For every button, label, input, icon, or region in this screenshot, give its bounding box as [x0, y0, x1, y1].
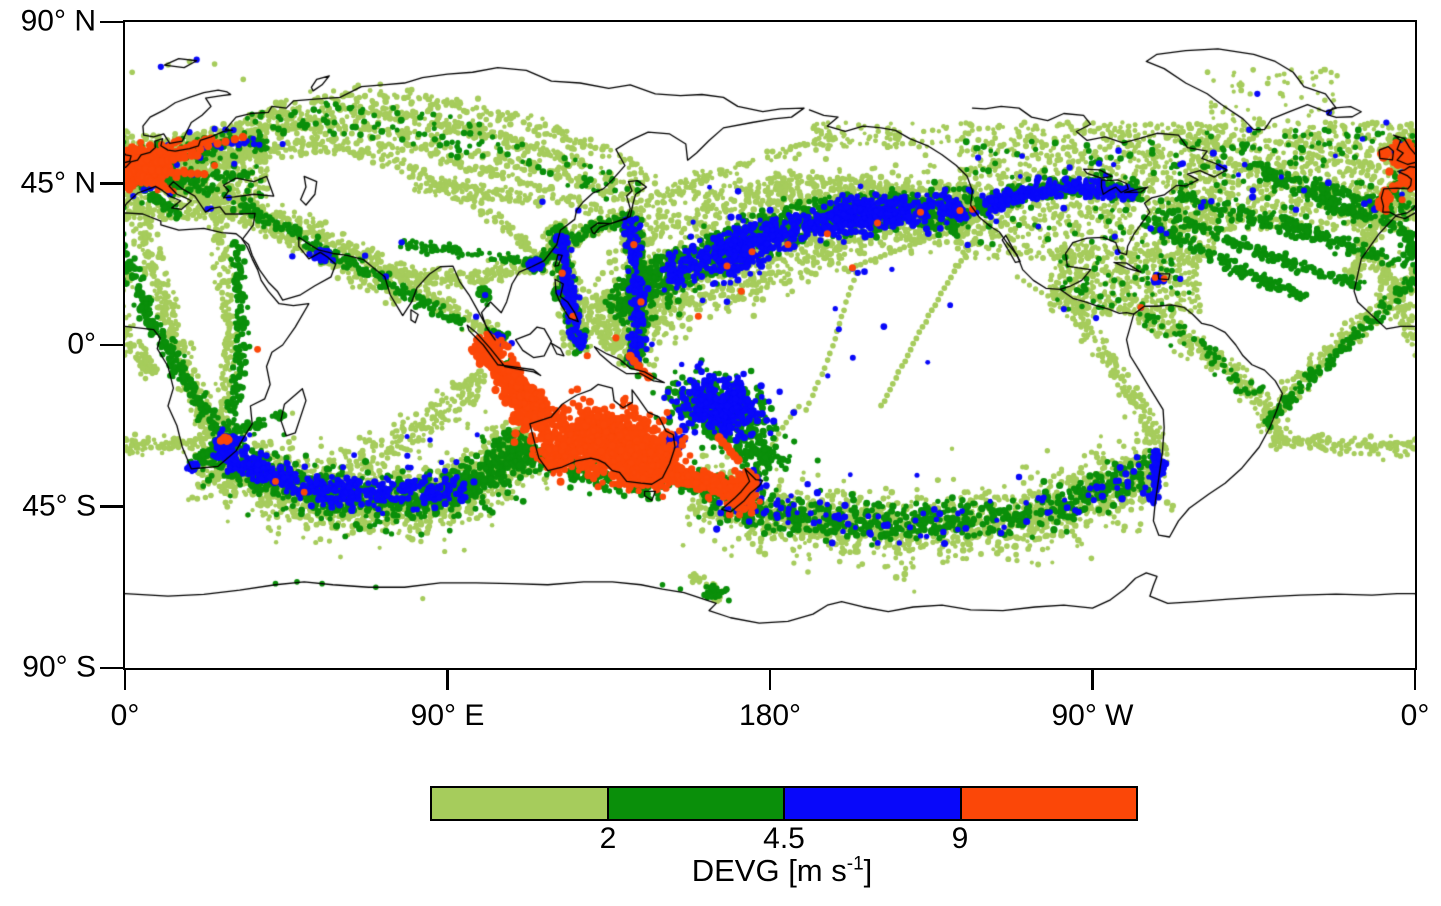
colorbar-segment — [432, 788, 609, 819]
lon-tick-mark — [123, 670, 127, 690]
lon-tick-label: 90° W — [1051, 699, 1134, 732]
colorbar-tick-label: 4.5 — [763, 822, 805, 855]
colorbar-segment — [608, 788, 785, 819]
colorbar-tick-label: 2 — [599, 822, 617, 855]
colorbar-segment — [961, 788, 1136, 819]
lon-tick-mark — [1413, 670, 1417, 690]
lat-tick-label: 90° N — [20, 4, 96, 38]
colorbar-segment — [785, 788, 962, 819]
lat-tick-mark — [100, 182, 123, 185]
lat-tick-mark — [100, 20, 123, 24]
lat-tick-label: 90° S — [22, 650, 96, 684]
colorbar-tick-label: 9 — [951, 822, 969, 855]
lon-tick-label: 0° — [110, 699, 140, 732]
lat-tick-label: 45° S — [22, 488, 96, 522]
colorbar-title-end: ] — [863, 853, 873, 888]
lat-tick-mark — [100, 343, 123, 347]
lat-tick-mark — [100, 505, 123, 508]
lon-tick-label: 90° E — [410, 699, 485, 732]
lat-tick-mark — [100, 666, 123, 670]
colorbar — [430, 786, 1138, 821]
map-canvas — [125, 22, 1415, 668]
colorbar-title-exponent: -1 — [846, 853, 864, 875]
map-plot-area — [125, 22, 1415, 668]
lon-tick-label: 180° — [738, 699, 802, 732]
lon-tick-mark — [1091, 670, 1094, 690]
colorbar-title-main: DEVG [m s — [691, 853, 847, 888]
lon-tick-mark — [768, 670, 772, 690]
lat-tick-label: 0° — [67, 327, 96, 361]
colorbar-title: DEVG [m s-1] — [692, 855, 873, 886]
lat-tick-label: 45° N — [20, 165, 96, 199]
lon-tick-mark — [446, 670, 449, 690]
lon-tick-label: 0° — [1400, 699, 1430, 732]
